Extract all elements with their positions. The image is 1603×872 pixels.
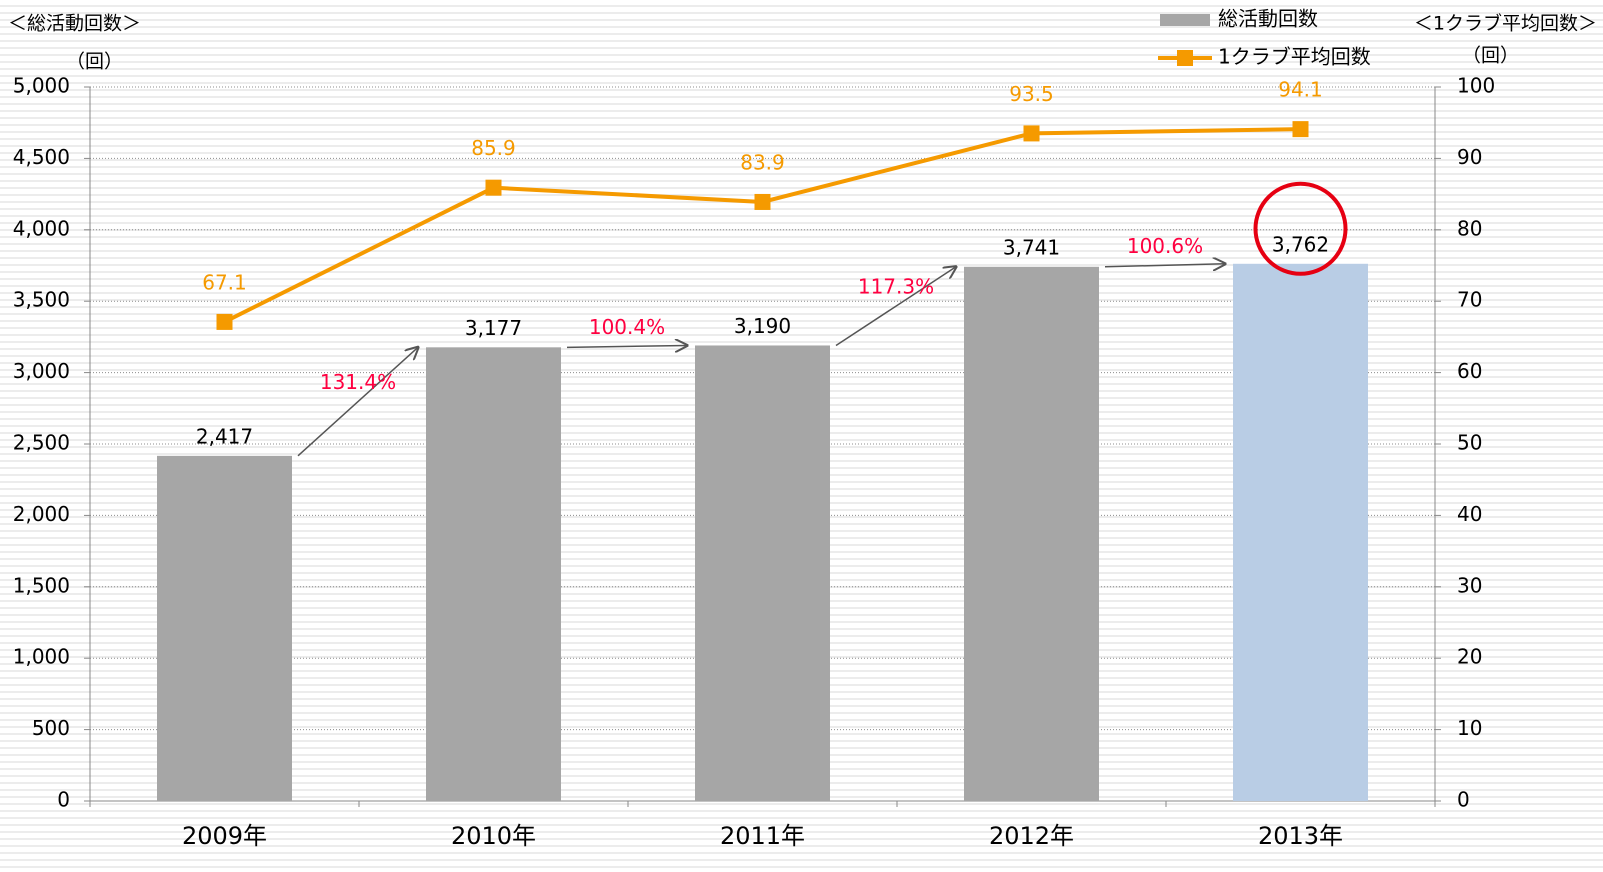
legend-swatch [1177, 50, 1193, 66]
line-marker [216, 313, 233, 330]
y-axis-title: ＜総活動回数＞ [8, 13, 141, 35]
y2-tick-label: 50 [1457, 431, 1482, 455]
line-value-label: 67.1 [202, 270, 247, 294]
y2-tick-label: 20 [1457, 645, 1482, 669]
growth-label: 131.4% [320, 370, 396, 394]
bar [964, 266, 1099, 802]
line-marker [485, 179, 502, 196]
y-tick-label: 2,000 [13, 502, 70, 526]
bar [157, 455, 292, 801]
y-tick-label: 1,000 [13, 645, 70, 669]
x-tick-label: 2009年 [182, 822, 267, 850]
growth-arrow [835, 267, 956, 347]
x-tick-label: 2013年 [1258, 822, 1343, 850]
y-tick-label: 0 [57, 788, 70, 812]
y2-axis-title: ＜1クラブ平均回数＞ [1414, 12, 1597, 35]
y-axis-unit: （回） [66, 51, 123, 73]
bar [426, 347, 561, 801]
legend-label: 総活動回数 [1218, 7, 1318, 31]
growth-label: 100.6% [1127, 234, 1203, 258]
line-value-label: 94.1 [1278, 78, 1323, 102]
bar-value-label: 2,417 [196, 424, 253, 448]
y2-tick-label: 60 [1457, 359, 1482, 383]
y2-tick-label: 30 [1457, 573, 1482, 597]
y-tick-label: 2,500 [13, 431, 70, 455]
legend: 総活動回数 1クラブ平均回数 [1158, 7, 1371, 69]
growth-label: 100.4% [589, 315, 665, 339]
bar-value-label: 3,762 [1272, 232, 1329, 256]
y-tick-label: 4,500 [13, 145, 70, 169]
line-marker [1023, 125, 1040, 142]
y-tick-label: 3,500 [13, 288, 70, 312]
growth-arrow [297, 347, 418, 457]
highlight-circle [1253, 181, 1348, 276]
growth-label: 117.3% [858, 275, 934, 299]
y2-tick-label: 40 [1457, 502, 1482, 526]
line-value-label: 83.9 [740, 150, 785, 174]
line-value-label: 93.5 [1009, 82, 1054, 106]
growth-arrow [566, 345, 687, 347]
bar [695, 345, 830, 801]
y-tick-label: 1,500 [13, 573, 70, 597]
y2-tick-label: 70 [1457, 288, 1482, 312]
legend-swatch [1160, 14, 1210, 26]
y2-tick-label: 10 [1457, 716, 1482, 740]
bar-value-label: 3,190 [734, 314, 791, 338]
line-marker [1292, 121, 1309, 138]
y2-tick-label: 80 [1457, 216, 1482, 240]
bar-value-label: 3,741 [1003, 235, 1060, 259]
y-tick-label: 3,000 [13, 359, 70, 383]
bar-value-label: 3,177 [465, 316, 522, 340]
line-marker [754, 193, 771, 210]
y-tick-label: 4,000 [13, 216, 70, 240]
y2-tick-label: 100 [1457, 74, 1495, 98]
x-tick-label: 2011年 [720, 822, 805, 850]
y2-tick-label: 0 [1457, 788, 1470, 812]
legend-label: 1クラブ平均回数 [1218, 45, 1371, 69]
x-tick-label: 2012年 [989, 822, 1074, 850]
y-tick-label: 500 [32, 716, 70, 740]
y2-tick-label: 90 [1457, 145, 1482, 169]
y2-axis-unit: （回） [1462, 45, 1519, 67]
y-tick-label: 5,000 [13, 74, 70, 98]
growth-arrow [1104, 264, 1225, 267]
line-value-label: 85.9 [471, 136, 516, 160]
bar [1233, 263, 1368, 802]
x-tick-label: 2010年 [451, 822, 536, 850]
